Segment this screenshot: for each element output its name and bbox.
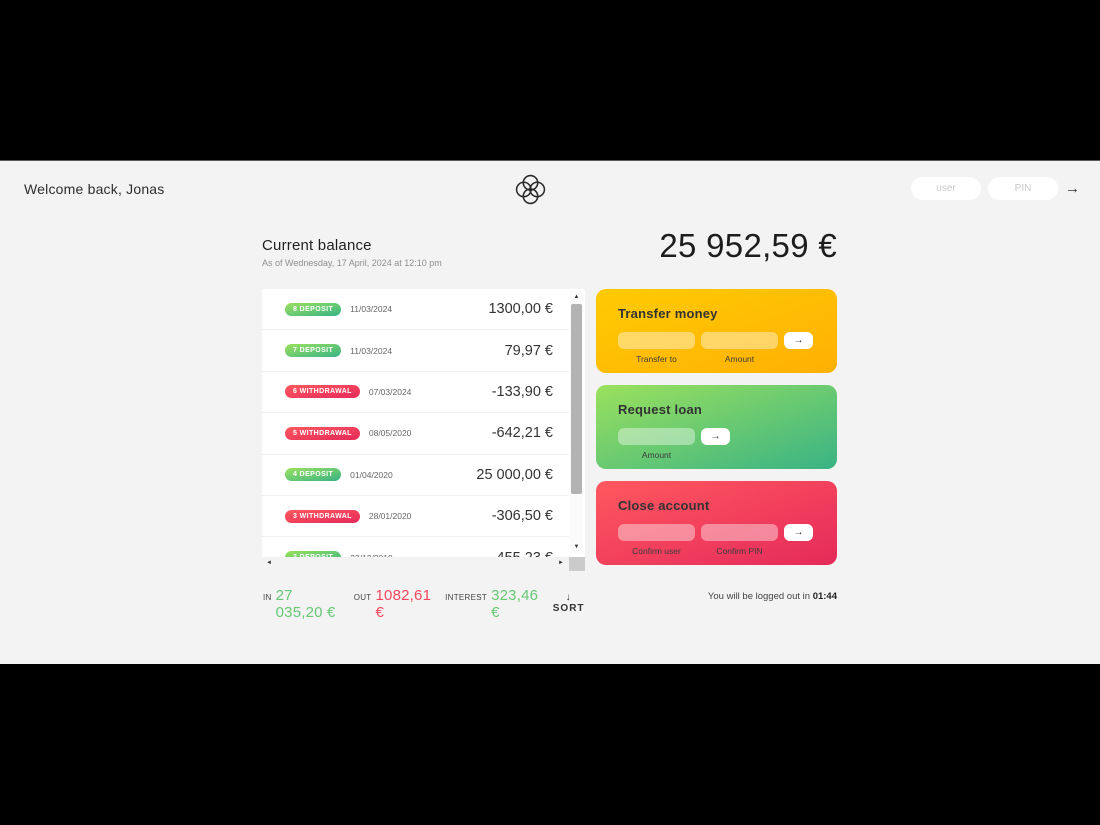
login-arrow-button[interactable]: →: [1065, 180, 1080, 197]
balance-section: Current balance As of Wednesday, 17 Apri…: [262, 227, 837, 268]
summary-out-value: 1082,61 €: [375, 587, 432, 621]
login-form: →: [911, 177, 1080, 200]
movement-type-badge: 5 WITHDRAWAL: [285, 426, 360, 440]
logout-timer-value: 01:44: [812, 591, 837, 602]
close-pin-input[interactable]: [701, 524, 778, 541]
movements-list: 8 DEPOSIT 11/03/2024 1300,00 € 7 DEPOSIT…: [262, 289, 569, 557]
movement-value: 25 000,00 €: [476, 466, 553, 483]
horizontal-scrollbar[interactable]: ◄ ►: [262, 557, 585, 571]
bankist-app: Welcome back, Jonas → Current balance As…: [0, 160, 1100, 664]
movement-value: 79,97 €: [504, 342, 553, 359]
close-pin-label: Confirm PIN: [716, 546, 763, 556]
transfer-money-card: Transfer money → Transfer to Amount: [596, 289, 837, 373]
movements-panel: 8 DEPOSIT 11/03/2024 1300,00 € 7 DEPOSIT…: [262, 289, 585, 557]
movement-row: 6 WITHDRAWAL 07/03/2024 -133,90 €: [262, 371, 569, 414]
close-submit-button[interactable]: →: [784, 524, 813, 541]
movement-type-badge: 2 DEPOSIT: [285, 551, 342, 557]
login-pin-input[interactable]: [988, 177, 1058, 200]
transfer-to-label: Transfer to: [636, 354, 677, 364]
movement-row: 5 WITHDRAWAL 08/05/2020 -642,21 €: [262, 413, 569, 455]
logout-timer: You will be logged out in 01:44: [708, 591, 837, 602]
horizontal-scrollbar-thumb[interactable]: [569, 557, 585, 571]
summary-interest-value: 323,46 €: [491, 587, 539, 621]
transfer-title: Transfer money: [618, 306, 718, 321]
movement-value: -306,50 €: [491, 508, 553, 525]
movement-type-badge: 8 DEPOSIT: [285, 302, 342, 316]
login-user-input[interactable]: [911, 177, 981, 200]
movement-date: 08/05/2020: [368, 428, 412, 439]
balance-value: 25 952,59 €: [659, 227, 837, 264]
movement-date: 11/03/2024: [350, 304, 393, 315]
scroll-right-icon[interactable]: ►: [558, 560, 564, 566]
vertical-scrollbar-thumb[interactable]: [571, 304, 582, 494]
scroll-up-icon[interactable]: ▲: [573, 294, 580, 300]
transfer-submit-button[interactable]: →: [784, 332, 813, 349]
close-user-input[interactable]: [618, 524, 695, 541]
movement-row: 2 DEPOSIT 23/12/2019 455,23 €: [262, 537, 569, 557]
movement-type-badge: 6 WITHDRAWAL: [285, 385, 360, 399]
welcome-message: Welcome back, Jonas: [24, 181, 165, 197]
loan-submit-button[interactable]: →: [701, 428, 730, 445]
movement-type-badge: 7 DEPOSIT: [285, 344, 342, 358]
movement-value: 1300,00 €: [488, 301, 553, 318]
loan-amount-input[interactable]: [618, 428, 695, 445]
vertical-scrollbar[interactable]: ▲ ▼: [570, 291, 583, 553]
scroll-down-icon[interactable]: ▼: [573, 544, 580, 550]
summary-interest-label: INTEREST: [445, 593, 488, 602]
movement-type-badge: 3 WITHDRAWAL: [285, 509, 360, 523]
movement-date: 23/12/2019: [350, 553, 393, 557]
movement-type-badge: 4 DEPOSIT: [285, 468, 342, 482]
close-user-label: Confirm user: [632, 546, 681, 556]
transfer-amount-input[interactable]: [701, 332, 778, 349]
summary-bar: IN 27 035,20 € OUT 1082,61 € INTEREST 32…: [263, 587, 585, 621]
movement-date: 01/04/2020: [350, 469, 393, 480]
loan-title: Request loan: [618, 402, 703, 417]
transfer-amount-label: Amount: [724, 354, 755, 364]
balance-label: Current balance: [262, 237, 372, 254]
movement-date: 11/03/2024: [350, 345, 393, 356]
close-account-card: Close account → Confirm user Confirm PIN: [596, 481, 837, 565]
movement-value: -642,21 €: [491, 425, 553, 442]
bankist-logo-icon: [515, 174, 546, 205]
sort-button[interactable]: ↓ SORT: [552, 592, 585, 614]
loan-amount-label: Amount: [641, 450, 672, 460]
summary-out-label: OUT: [353, 593, 372, 602]
movement-value: 455,23 €: [497, 550, 553, 557]
request-loan-card: Request loan → Amount: [596, 385, 837, 469]
movement-date: 07/03/2024: [368, 386, 412, 397]
operations-column: Transfer money → Transfer to Amount Requ…: [596, 289, 837, 565]
close-title: Close account: [618, 498, 710, 513]
summary-in-label: IN: [263, 593, 272, 602]
transfer-to-input[interactable]: [618, 332, 695, 349]
movement-date: 28/01/2020: [368, 511, 412, 522]
movement-row: 3 WITHDRAWAL 28/01/2020 -306,50 €: [262, 495, 569, 538]
balance-date: As of Wednesday, 17 April, 2024 at 12:10…: [262, 258, 442, 268]
movement-row: 4 DEPOSIT 01/04/2020 25 000,00 €: [262, 454, 569, 496]
summary-in-value: 27 035,20 €: [275, 587, 336, 621]
logout-timer-text: You will be logged out in: [707, 591, 813, 602]
movement-value: -133,90 €: [491, 383, 553, 400]
movement-row: 7 DEPOSIT 11/03/2024 79,97 €: [262, 330, 569, 372]
scroll-left-icon[interactable]: ◄: [266, 560, 272, 566]
movement-row: 8 DEPOSIT 11/03/2024 1300,00 €: [262, 289, 569, 331]
